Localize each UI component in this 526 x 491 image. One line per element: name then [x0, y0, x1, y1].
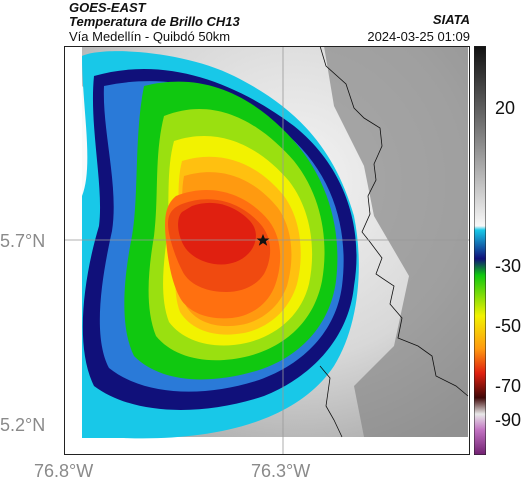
- product-title: Temperatura de Brillo CH13: [69, 14, 240, 29]
- star-marker: [256, 234, 270, 246]
- lon-tick-label: 76.3°W: [251, 461, 311, 481]
- route-subtitle: Vía Medellín - Quibdó 50km: [69, 29, 231, 44]
- colorbar-tick-label: -50: [495, 316, 522, 336]
- map-border: [64, 46, 470, 455]
- satellite-name: GOES-EAST: [69, 0, 146, 15]
- storm-system: [82, 51, 359, 439]
- lon-tick-label: 76.8°W: [34, 461, 94, 481]
- agency-name: SIATA: [432, 12, 470, 27]
- colorbar-tick-label: 20: [495, 98, 516, 118]
- lat-tick-label: 5.7°N: [0, 231, 46, 251]
- colorbar-tick-label: -90: [495, 410, 522, 430]
- satellite-map: [64, 46, 470, 455]
- colorbar-tick-label: -30: [495, 256, 522, 276]
- lat-tick-label: 5.2°N: [0, 415, 46, 435]
- colorbar-tick-label: -70: [495, 376, 522, 396]
- border-line: [319, 46, 469, 397]
- temperature-colorbar: [474, 46, 486, 455]
- timestamp: 2024-03-25 01:09: [367, 29, 470, 44]
